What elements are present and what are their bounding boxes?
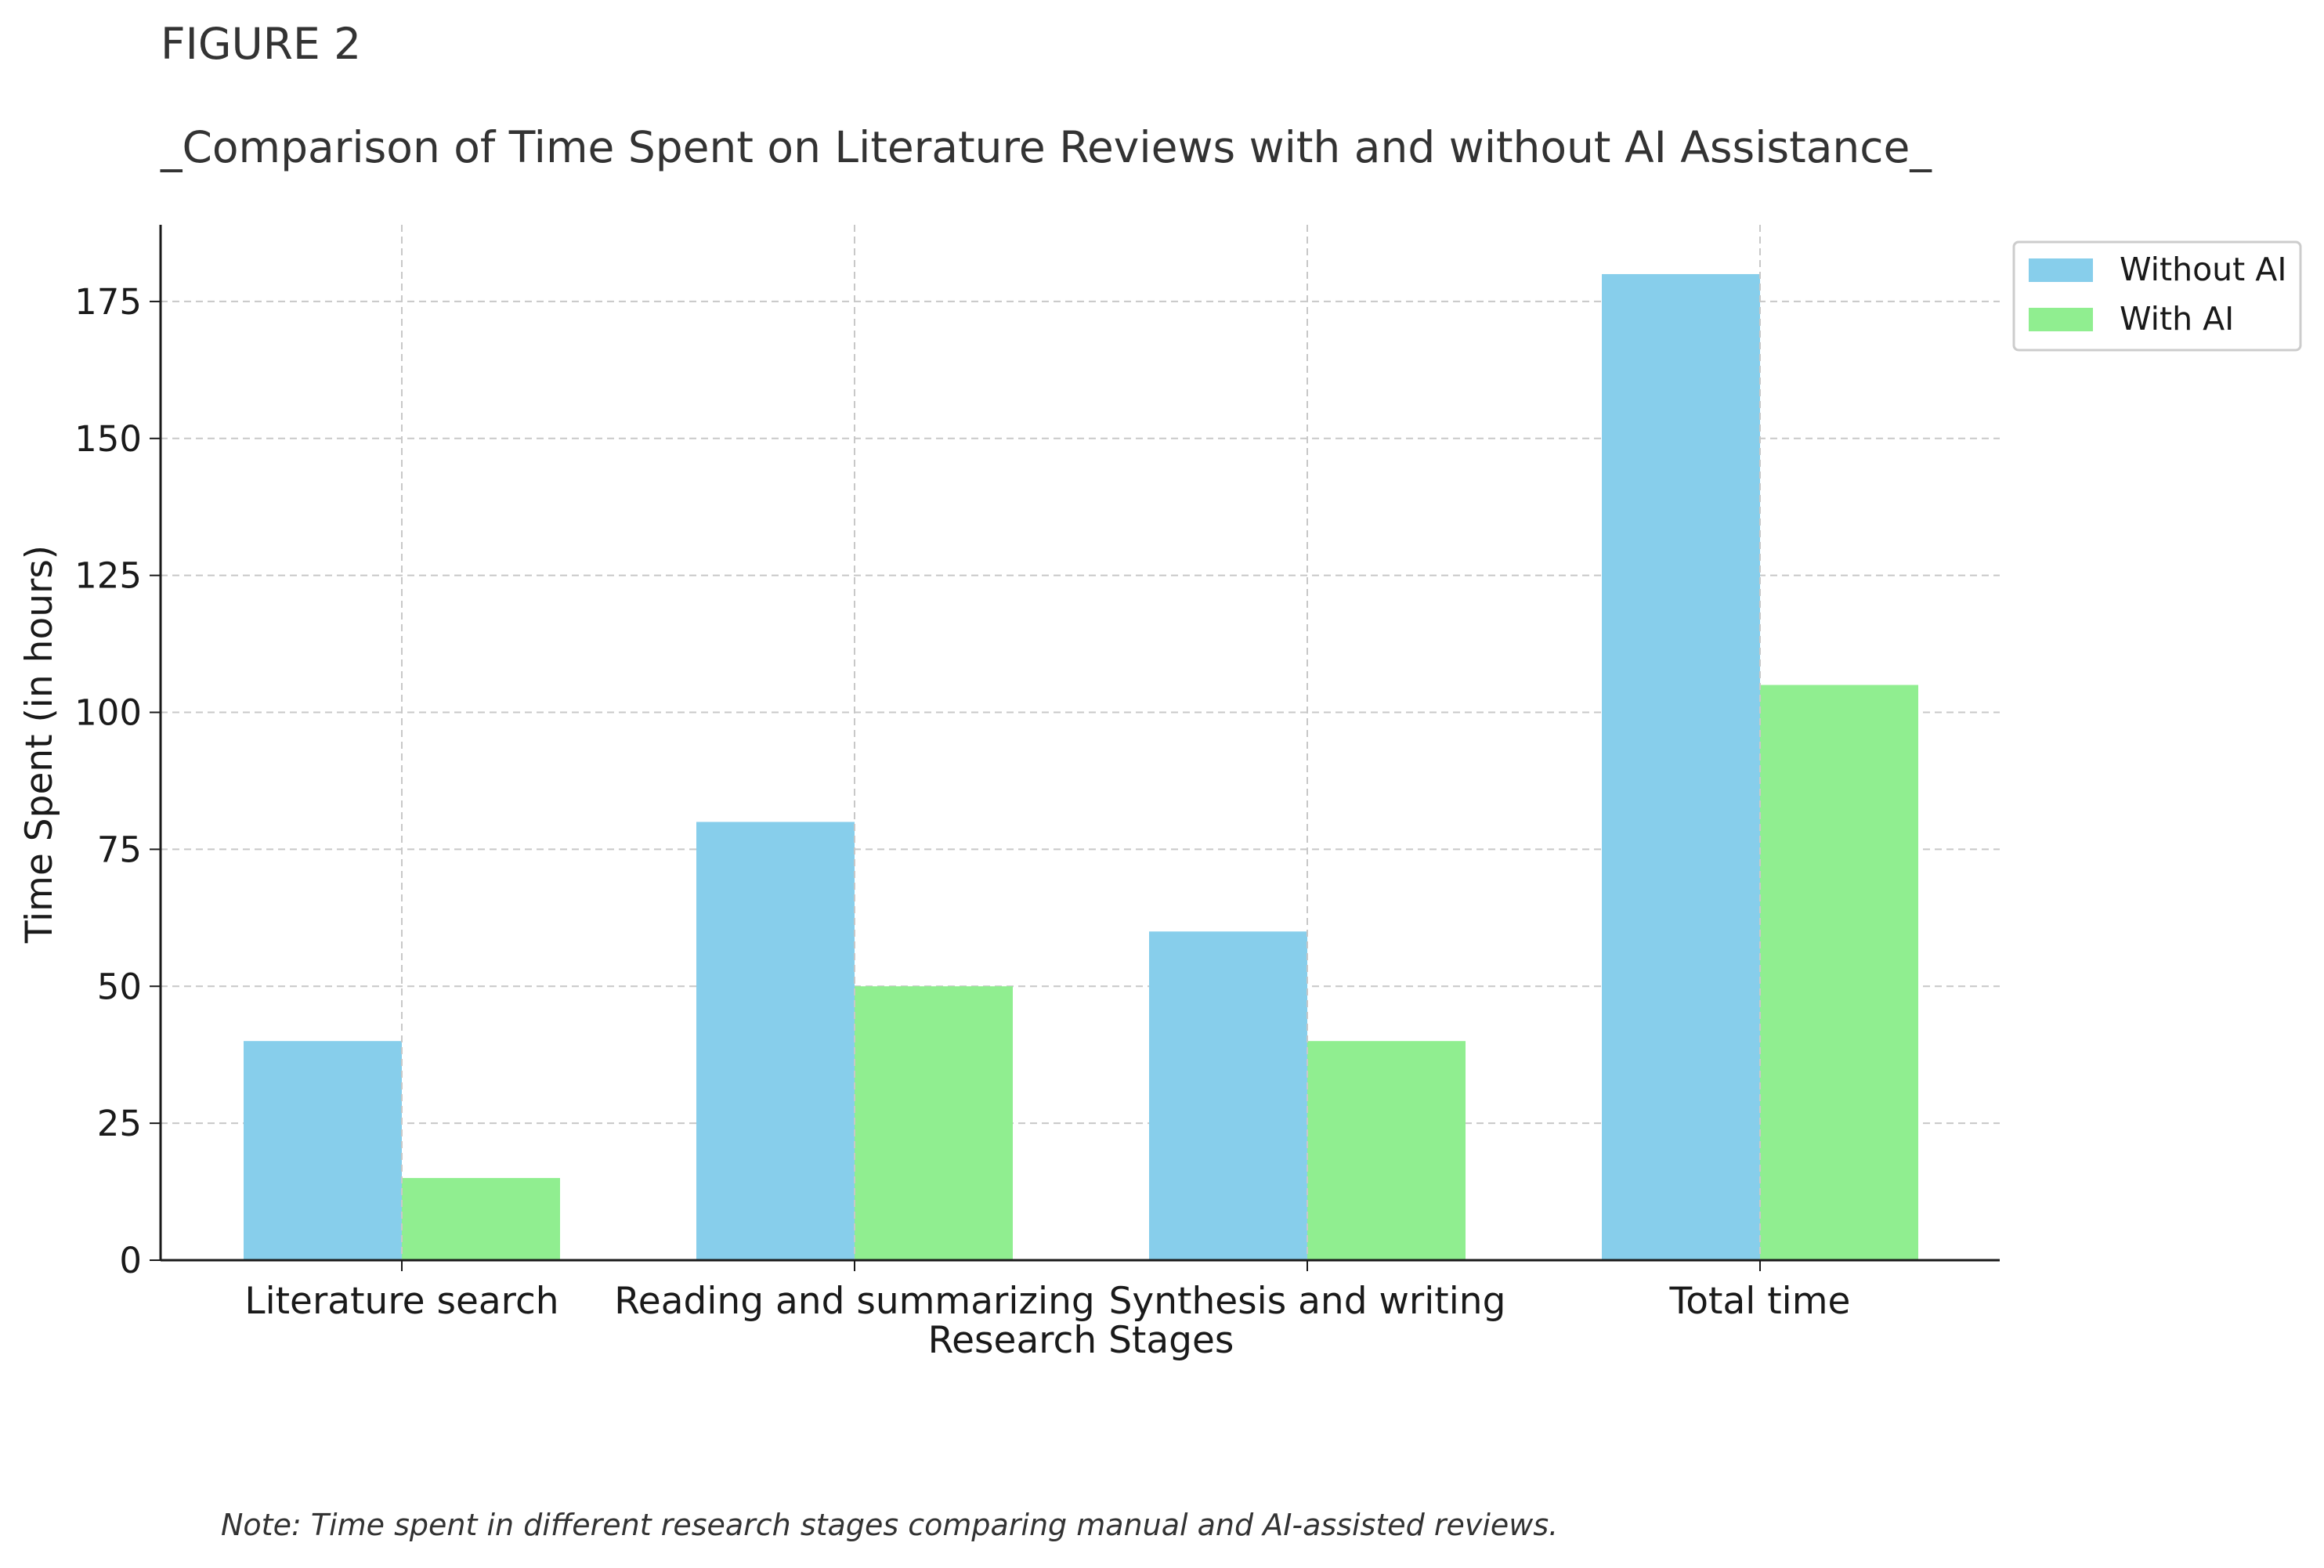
y-tick-label: 25 [97, 1103, 142, 1144]
chart-title: _Comparison of Time Spent on Literature … [161, 122, 1932, 172]
legend-swatch [2029, 308, 2093, 331]
y-axis-label: Time Spent (in hours) [18, 545, 61, 944]
x-tick-label: Total time [1669, 1280, 1851, 1323]
bar-with-ai [1307, 1041, 1466, 1260]
x-tick-label: Literature search [244, 1280, 558, 1323]
bar-without-ai [696, 822, 855, 1260]
bar-with-ai [402, 1178, 560, 1260]
y-tick-label: 0 [119, 1240, 142, 1281]
bar-without-ai [1602, 273, 1760, 1260]
y-tick-label: 125 [74, 555, 142, 597]
bar-without-ai [1149, 931, 1307, 1260]
y-tick-label: 100 [74, 692, 142, 734]
figure-label: FIGURE 2 [161, 19, 362, 69]
x-tick-label: Synthesis and writing [1109, 1280, 1506, 1323]
bar-with-ai [855, 986, 1013, 1260]
x-axis-label: Research Stages [928, 1319, 1234, 1362]
axes [150, 225, 2000, 1271]
figure-note: Note: Time spent in different research s… [221, 1508, 1559, 1542]
tick-labels: 0 25 50 75 100 125 150 175 Literature search Read… [74, 281, 1850, 1323]
legend-label: With AI [2120, 300, 2234, 338]
y-tick-label: 150 [74, 418, 142, 460]
legend-swatch [2029, 258, 2093, 282]
legend-label: Without AI [2120, 251, 2286, 288]
bars [244, 273, 1918, 1260]
legend: Without AI With AI [2012, 240, 2302, 352]
category-grid-lines [401, 225, 1761, 1260]
y-tick-label: 50 [97, 966, 142, 1007]
y-tick-label: 75 [97, 829, 142, 870]
bar-without-ai [244, 1041, 402, 1260]
y-tick-label: 175 [74, 281, 142, 323]
x-tick-label: Reading and summarizing [614, 1280, 1094, 1323]
bar-with-ai [1760, 685, 1918, 1260]
